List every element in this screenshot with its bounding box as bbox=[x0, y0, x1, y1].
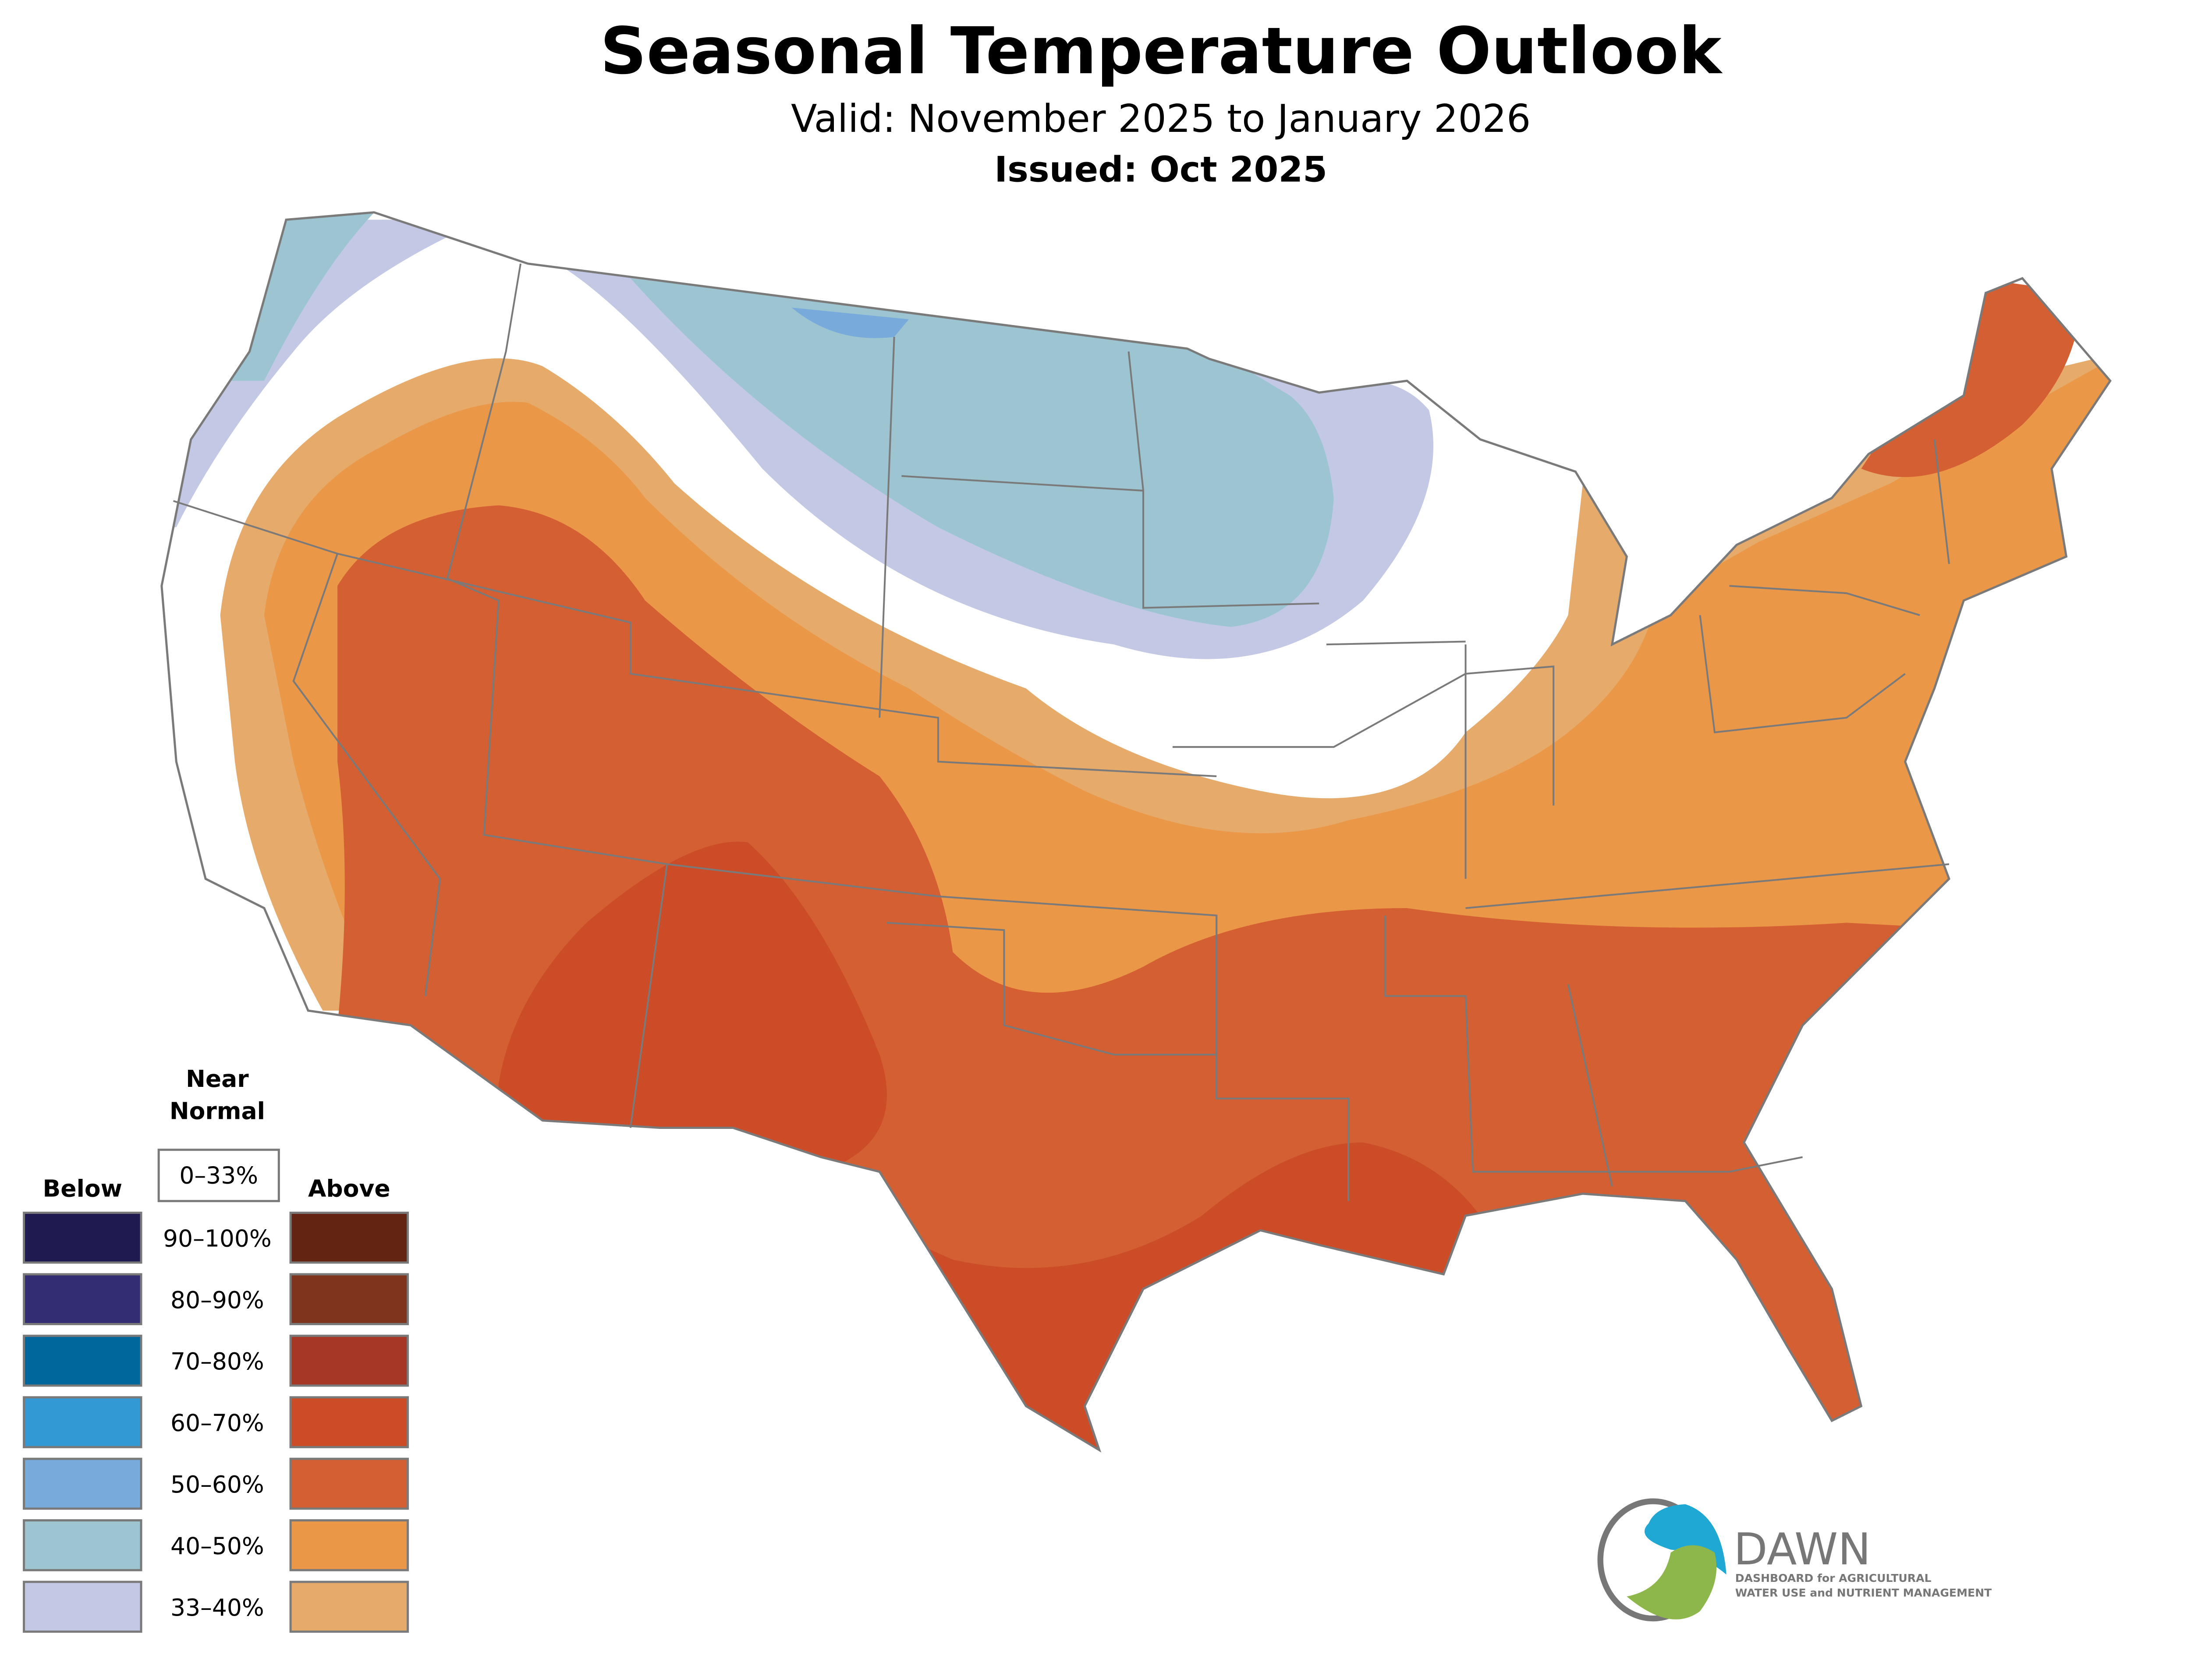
valid-period: Valid: November 2025 to January 2026 bbox=[791, 96, 1531, 141]
map-title: Seasonal Temperature Outlook bbox=[600, 13, 1723, 88]
legend-above-swatch bbox=[289, 1519, 409, 1571]
legend-range-label: 70–80% bbox=[170, 1348, 264, 1375]
logo-tagline-1: DASHBOARD for AGRICULTURAL bbox=[1735, 1572, 1932, 1585]
legend-near-normal-swatch bbox=[157, 1149, 280, 1203]
state-borders bbox=[173, 263, 1950, 1201]
logo-tagline-2: WATER USE and NUTRIENT MANAGEMENT bbox=[1735, 1586, 1992, 1599]
us-map bbox=[132, 205, 2125, 1464]
legend-below-title: Below bbox=[43, 1175, 123, 1203]
legend-above-swatch bbox=[289, 1211, 409, 1264]
legend-below-swatch bbox=[23, 1273, 142, 1326]
legend-range-label: 80–90% bbox=[170, 1286, 264, 1314]
legend-range-label: 40–50% bbox=[170, 1532, 264, 1560]
below-40-50-region-plains bbox=[630, 278, 1334, 627]
legend-above-swatch bbox=[289, 1457, 409, 1510]
legend-below-swatch bbox=[23, 1581, 142, 1633]
legend-range-label: 50–60% bbox=[170, 1471, 264, 1498]
legend-above-swatch bbox=[289, 1581, 409, 1633]
legend-below-swatch bbox=[23, 1519, 142, 1571]
legend-range-label: 90–100% bbox=[163, 1224, 272, 1252]
legend-above-swatch bbox=[289, 1273, 409, 1326]
dawn-logo: DAWN DASHBOARD for AGRICULTURAL WATER US… bbox=[1597, 1498, 1992, 1622]
legend-above-title: Above bbox=[308, 1175, 390, 1203]
legend-below-swatch bbox=[23, 1457, 142, 1510]
legend-below-swatch bbox=[23, 1396, 142, 1448]
legend-range-label: 33–40% bbox=[170, 1594, 264, 1621]
logo-name: DAWN bbox=[1734, 1524, 1871, 1575]
legend-below-swatch bbox=[23, 1334, 142, 1387]
logo-emblem-leaf bbox=[1627, 1545, 1717, 1620]
legend-above-swatch bbox=[289, 1334, 409, 1387]
legend-near-normal-title-line2: Normal bbox=[170, 1097, 265, 1125]
below-50-60-region-montana bbox=[791, 308, 909, 338]
legend-near-normal-title-line1: Near bbox=[186, 1065, 249, 1093]
legend-near-normal-range: 0–33% bbox=[179, 1162, 258, 1189]
issued-date: Issued: Oct 2025 bbox=[994, 149, 1327, 190]
legend-below-swatch bbox=[23, 1211, 142, 1264]
legend-range-label: 60–70% bbox=[170, 1409, 264, 1437]
legend-above-swatch bbox=[289, 1396, 409, 1448]
legend: Near Normal 0–33% Below Above 90–100% 80–… bbox=[23, 1065, 409, 1633]
above-50-60-region-maine bbox=[1861, 278, 2081, 477]
above-60-70-region-southwest bbox=[498, 842, 887, 1172]
